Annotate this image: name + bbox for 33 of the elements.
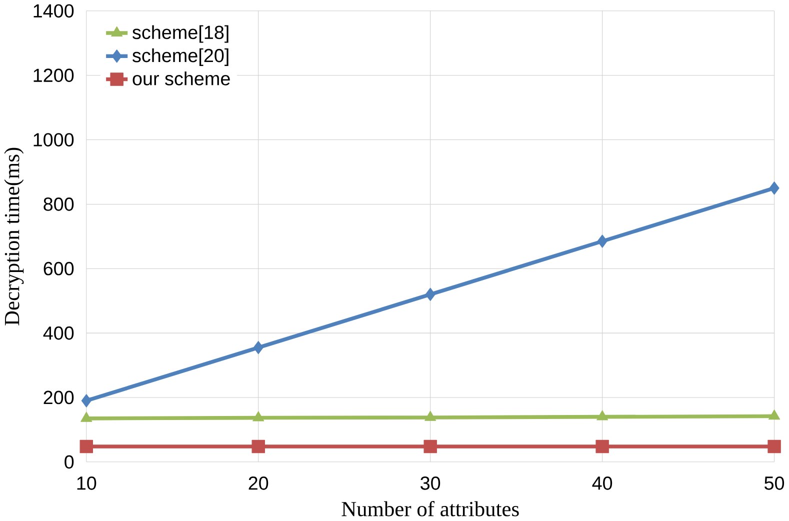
y-tick-label: 1400 <box>34 4 74 18</box>
y-tick-label: 400 <box>43 326 74 340</box>
x-tick-label: 40 <box>592 476 612 490</box>
point <box>424 440 437 454</box>
x-tick-label: 20 <box>248 476 268 490</box>
y-tick-label: 200 <box>44 391 74 404</box>
point <box>425 288 436 302</box>
y-tick-label: 1000 <box>34 133 74 147</box>
x-tick-label: 10 <box>77 476 96 490</box>
point <box>597 234 608 248</box>
x-tick-label: 30 <box>420 476 440 490</box>
point <box>596 440 609 454</box>
point <box>81 394 92 408</box>
point <box>252 440 265 454</box>
point <box>424 411 436 422</box>
y-tick-label: 800 <box>44 198 74 212</box>
y-tick-label: 0 <box>64 455 74 469</box>
point <box>252 411 264 422</box>
point <box>768 440 781 454</box>
point <box>596 410 608 421</box>
point <box>253 341 264 354</box>
point <box>80 412 92 422</box>
legend-label: scheme[20] <box>132 48 228 66</box>
point <box>80 440 93 454</box>
legend-label: scheme[18] <box>132 25 228 44</box>
x-tick-label: 50 <box>764 476 784 490</box>
x-axis-title: Number of attributes <box>342 501 519 517</box>
y-tick-label: 600 <box>44 262 74 276</box>
point <box>768 410 780 420</box>
legend-label: our scheme <box>132 72 230 86</box>
point <box>769 182 780 195</box>
y-tick-label: 1200 <box>34 68 74 82</box>
y-axis-title: Decryption time(ms) <box>4 148 24 326</box>
